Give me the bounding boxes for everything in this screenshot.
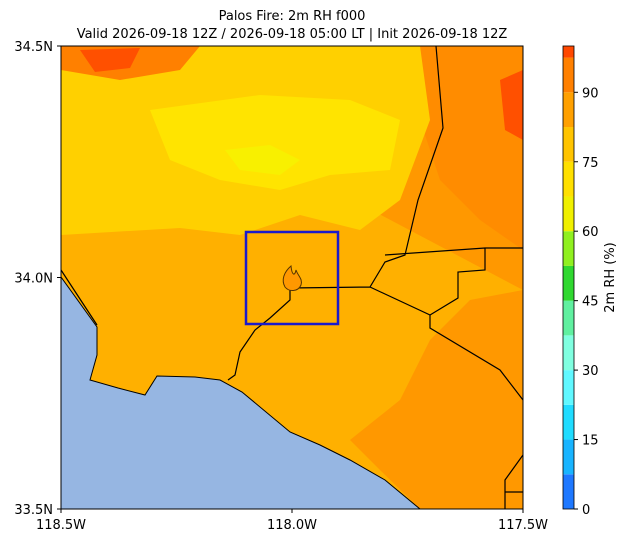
colorbar-tick-label: 75 (582, 156, 599, 171)
field-ne-core (500, 70, 523, 140)
colorbar-band (563, 231, 574, 266)
fire-icon (282, 264, 302, 291)
focus-box (244, 230, 340, 326)
field-nw-core (80, 48, 140, 72)
colorbar-tick-label: 15 (582, 434, 599, 449)
colorbar-band (563, 161, 574, 197)
colorbar-frame (562, 45, 575, 510)
x-tick-label: 118.5W (36, 518, 86, 533)
field-peak (225, 145, 300, 175)
x-tick-label: 117.5W (498, 518, 548, 533)
colorbar-band (563, 439, 574, 475)
colorbar-band (563, 196, 574, 232)
subtitle: Valid 2026-09-18 12Z / 2026-09-18 05:00 … (77, 27, 508, 42)
x-tick-label: 118.0W (267, 518, 317, 533)
colorbar-band (563, 474, 574, 509)
colorbar-band (563, 46, 574, 58)
colorbar-band (563, 92, 574, 128)
colorbar-band (563, 300, 574, 336)
colorbar-band (563, 404, 574, 440)
colorbar-band (563, 370, 574, 405)
field-northeast (410, 46, 523, 250)
ocean (61, 276, 421, 509)
colorbar-band (563, 265, 574, 301)
colorbar-band (563, 127, 574, 162)
y-tick-label: 34.0N (14, 272, 53, 287)
colorbar-tick-label: 90 (582, 86, 599, 101)
y-tick-label: 34.5N (14, 40, 53, 55)
colorbar-tick-label: 45 (582, 295, 599, 310)
colorbar-band (563, 335, 574, 371)
colorbar-tick-label: 0 (582, 503, 590, 518)
colorbar-tick-label: 30 (582, 364, 599, 379)
map-field (60, 45, 524, 510)
y-tick-label: 33.5N (14, 503, 53, 518)
title: Palos Fire: 2m RH f000 (219, 9, 366, 24)
colorbar-label: 2m RH (%) (603, 242, 618, 313)
field-north-bright (150, 95, 400, 190)
colorbar-tick-label: 60 (582, 225, 599, 240)
colorbar-band (563, 57, 574, 93)
